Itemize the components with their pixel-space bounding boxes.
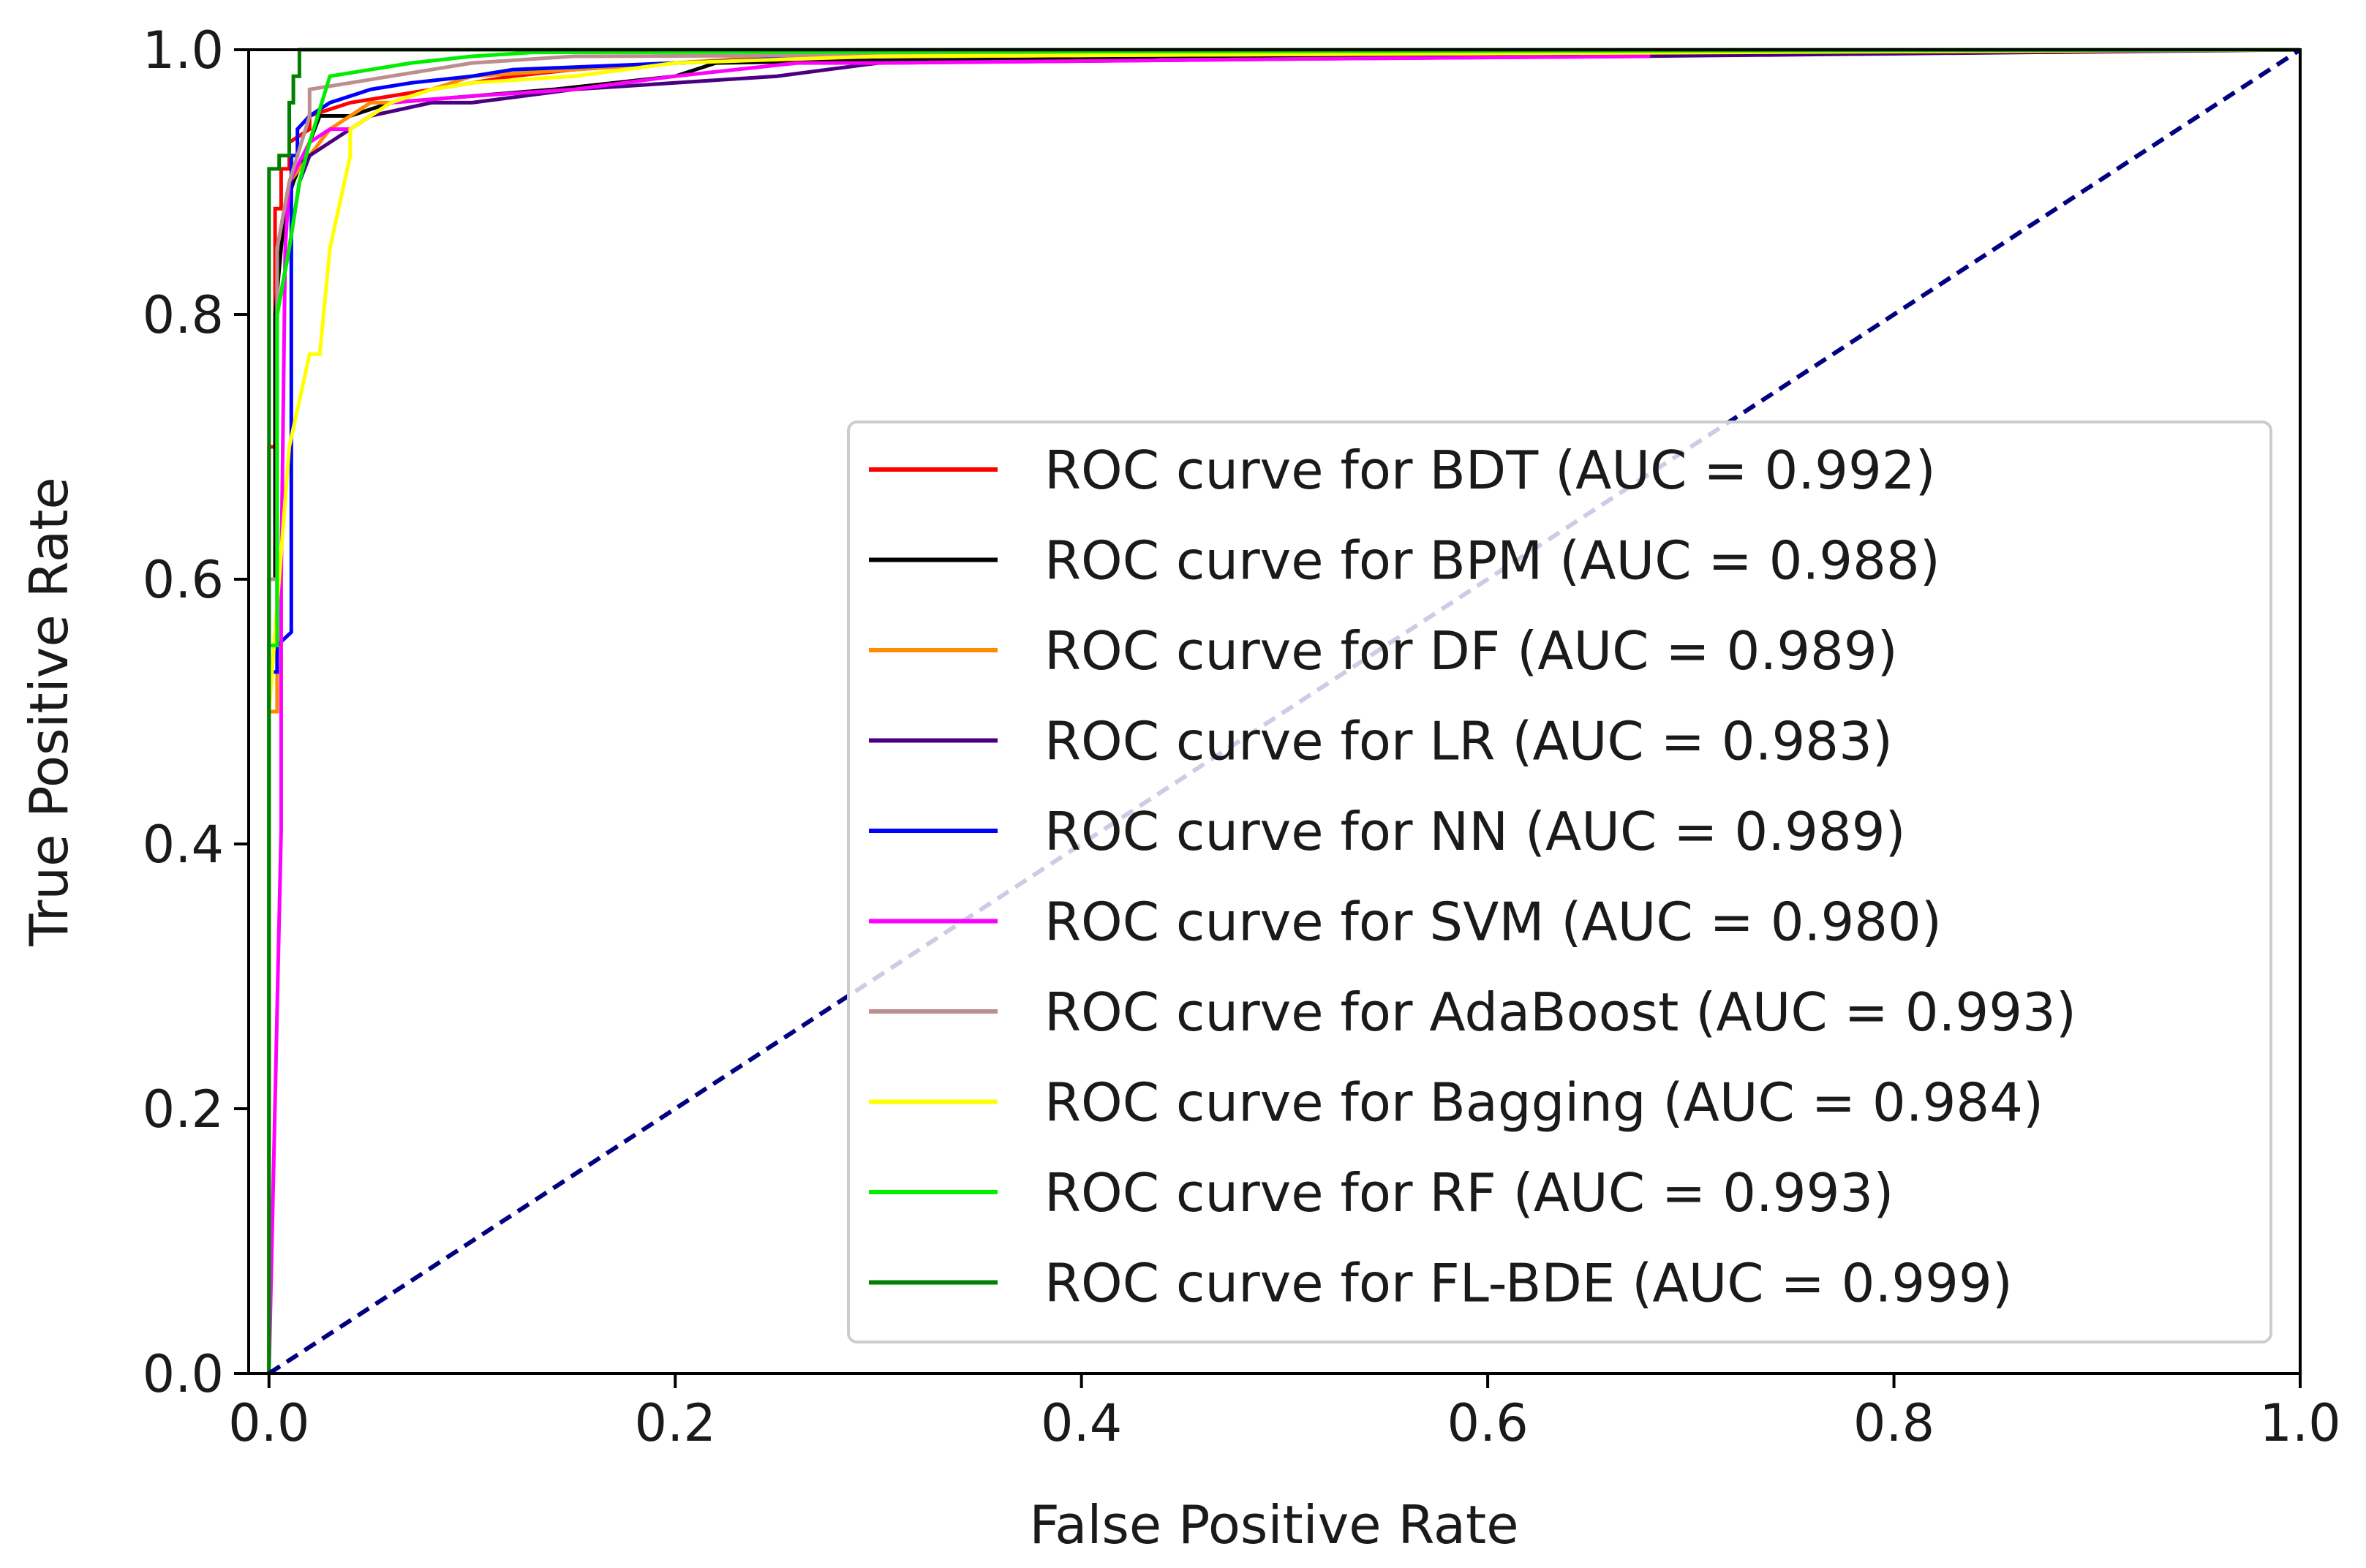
legend-box [847,421,2272,1343]
x-axis-label: False Positive Rate [1029,1494,1518,1556]
roc-curves [267,48,2301,1374]
roc-curve-7 [267,48,2301,1373]
x-tick-label: 0.0 [228,1393,309,1453]
legend-label: ROC curve for NN (AUC = 0.989) [1044,801,1906,862]
y-tick-label: 0.0 [143,1344,224,1404]
legend-label: ROC curve for DF (AUC = 0.989) [1044,620,1898,682]
legend-label: ROC curve for RF (AUC = 0.993) [1044,1162,1894,1224]
legend-label: ROC curve for FL-BDE (AUC = 0.999) [1044,1253,2013,1314]
legend-label: ROC curve for BPM (AUC = 0.988) [1044,530,1940,592]
y-tick-label: 0.2 [143,1079,224,1139]
x-axis-ticks: 0.0 0.2 0.4 0.6 0.8 1.0 [228,1373,2341,1453]
legend-label: ROC curve for SVM (AUC = 0.980) [1044,892,1942,953]
plot-frame [247,48,2302,1375]
roc-curve-9 [267,48,2300,1373]
legend-label: ROC curve for Bagging (AUC = 0.984) [1044,1072,2043,1134]
roc-curve-8 [267,48,2301,1373]
x-tick-label: 1.0 [2259,1393,2340,1453]
y-tick-label: 0.6 [143,550,224,610]
legend: ROC curve for BDT (AUC = 0.992) ROC curve… [847,421,2272,1343]
x-tick-label: 0.8 [1853,1393,1934,1453]
x-tick-label: 0.2 [635,1393,716,1453]
x-tick-label: 0.4 [1041,1393,1122,1453]
y-tick-label: 0.4 [143,815,224,875]
legend-label: ROC curve for AdaBoost (AUC = 0.993) [1044,981,2076,1043]
y-tick-label: 0.8 [143,285,224,345]
y-axis-ticks: 0.0 0.2 0.4 0.6 0.8 1.0 [143,20,249,1404]
x-tick-label: 0.6 [1447,1393,1528,1453]
legend-label: ROC curve for LR (AUC = 0.983) [1044,711,1893,772]
y-axis-label: True Positive Rate [18,477,80,946]
legend-label: ROC curve for BDT (AUC = 0.992) [1044,440,1936,501]
y-tick-label: 1.0 [143,20,224,80]
